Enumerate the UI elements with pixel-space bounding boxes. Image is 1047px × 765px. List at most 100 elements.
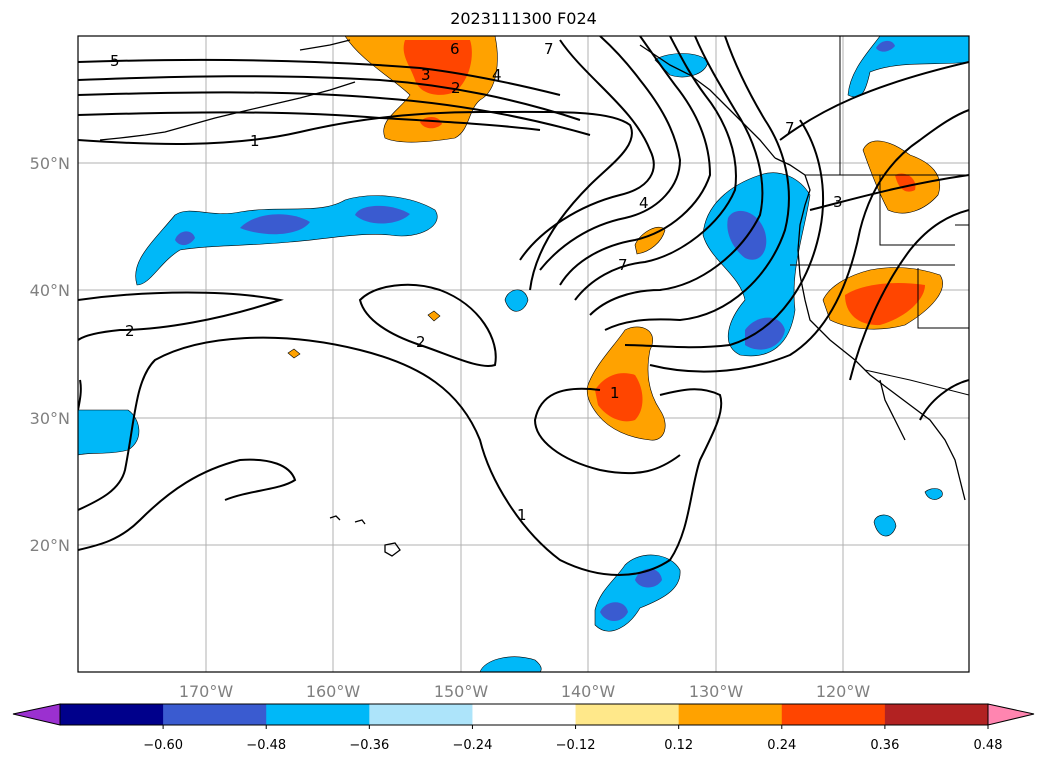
contour-line-4 [78,91,591,136]
colorbar-segment [884,704,989,725]
fill-region-california-warm-red [845,283,925,326]
lon-label: 150°W [434,682,489,701]
lon-label: 160°W [306,682,361,701]
contour-line-7i [779,61,969,141]
contour-line-1b [78,336,723,576]
coastline-alaska-south [299,39,351,51]
colorbar-segment [369,704,473,725]
colorbar-segment [163,704,267,725]
fill-region-subtropic-south-dark-2 [635,568,662,588]
contour-label: 2 [125,322,135,340]
lat-label: 30°N [30,409,70,428]
fill-region-small-2 [873,514,897,537]
fill-region-gulf-alaska-ne-dark [876,40,895,52]
coastline-alaska-pan [639,44,776,159]
contour-line-1c [78,458,297,551]
contour-label: 7 [544,40,554,58]
fill-region-small-warm-2 [427,310,441,322]
coastline-baja [879,379,906,441]
fill-region-west-coast-dark-2 [745,317,785,350]
contour-line-3c [849,209,969,381]
lon-label: 140°W [561,682,616,701]
colorbar-tick-label: −0.24 [453,738,493,753]
longitude-labels: 170°W 160°W 150°W 140°W 130°W 120°W [179,682,871,701]
fill-region-small-warm-1 [634,226,666,255]
colorbar-segment [781,704,886,725]
colorbar-segment [60,704,164,725]
contour-label: 4 [492,66,502,84]
coastline-hawaii-2 [354,519,366,525]
colorbar-tick-label: 0.12 [664,738,693,753]
colorbar-tick-label: −0.60 [143,738,183,753]
contour-label: 7 [618,256,628,274]
contour-line-1 [78,110,633,291]
lat-label: 20°N [30,536,70,555]
lon-label: 130°W [689,682,744,701]
colorbar-tick-label: −0.12 [556,738,596,753]
contour-label: 5 [110,52,120,70]
contours [78,36,969,576]
fill-region-pacific-nw-warm-red [895,173,916,192]
contour-label: 7 [785,119,795,137]
contour-label: 3 [421,66,431,84]
fill-region-band-dark-2 [355,205,410,224]
gridlines [78,36,969,672]
coastline-aleutians [99,81,356,141]
contour-line-3b [809,174,969,211]
contour-line-5b [78,75,581,121]
contour-line-1d [533,387,681,475]
border-us-mexico [864,369,969,396]
coastline-hawaii-3 [384,542,401,557]
contour-label: 4 [639,194,649,212]
contour-line-5 [78,59,561,96]
fill-region-small-warm-3 [287,348,301,359]
colorbar-tick-label: 0.48 [974,738,1003,753]
colorbar-segment [575,704,680,725]
coastlines [99,39,966,557]
colorbar-tick-label: 0.36 [870,738,899,753]
contour-line-1e [919,379,969,421]
colorbar-tick-label: −0.48 [246,738,286,753]
contour-line-7h [649,109,969,373]
fill-region-gulf-alaska-ne [847,36,969,98]
contour-line-7f [604,36,790,331]
colorbar-right-extension [987,703,1035,726]
contour-line-2b [358,283,497,367]
contour-line-7g [624,119,825,349]
colorbar: −0.60 −0.48 −0.36 −0.24 −0.12 0.12 0.24 0.36 0.4… [12,703,1035,753]
contour-line-7d [574,36,737,301]
fill-region-small-1 [504,289,529,312]
lon-label: 120°W [816,682,871,701]
contour-label: 1 [517,506,527,524]
colorbar-outline [59,703,989,726]
colorbar-segment [266,704,370,725]
contour-label: 1 [610,384,620,402]
colorbar-segment [678,704,783,725]
contour-line-2 [78,291,284,341]
boundaries [790,36,969,396]
contour-label: 2 [416,333,426,351]
lon-label: 170°W [179,682,234,701]
lat-label: 50°N [30,154,70,173]
colorbar-segment [472,704,577,725]
colorbar-left-extension [12,703,61,726]
contour-label: 3 [833,193,843,211]
fill-region-band-dark [240,214,310,235]
border-state-2 [879,175,955,246]
fill-region-small-4 [924,488,943,500]
contour-label: 1 [250,132,260,150]
positive-anomaly-fills [287,36,943,441]
contour-line-7b [539,36,682,271]
map-area: 5 6 7 3 2 4 1 2 2 4 7 1 1 7 3 [78,36,969,672]
contour-line-7a [519,39,655,261]
contour-labels: 5 6 7 3 2 4 1 2 2 4 7 1 1 7 3 [110,40,843,524]
colorbar-tick-label: 0.24 [767,738,796,753]
contour-line-7c [559,36,712,286]
contour-label: 2 [451,79,461,97]
coastline-us-west [774,157,966,501]
fill-region-alaska-warm-red [403,40,472,95]
lat-label: 40°N [30,281,70,300]
map-frame [77,35,970,673]
contour-line-7e [589,36,764,316]
